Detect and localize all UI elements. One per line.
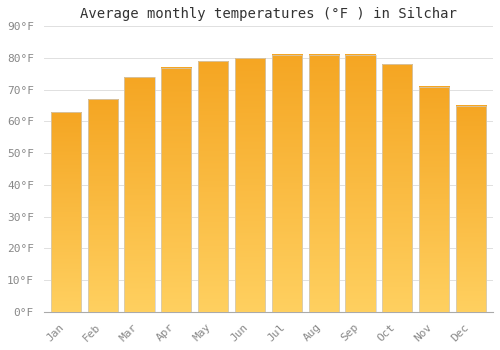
Bar <box>272 55 302 312</box>
Bar <box>456 106 486 312</box>
Bar <box>124 77 154 312</box>
Bar <box>346 55 376 312</box>
Title: Average monthly temperatures (°F ) in Silchar: Average monthly temperatures (°F ) in Si… <box>80 7 457 21</box>
Bar <box>308 55 338 312</box>
Bar <box>161 68 192 312</box>
Bar <box>50 112 81 312</box>
Bar <box>235 58 265 312</box>
Bar <box>382 64 412 312</box>
Bar <box>198 61 228 312</box>
Bar <box>88 99 118 312</box>
Bar <box>419 86 449 312</box>
